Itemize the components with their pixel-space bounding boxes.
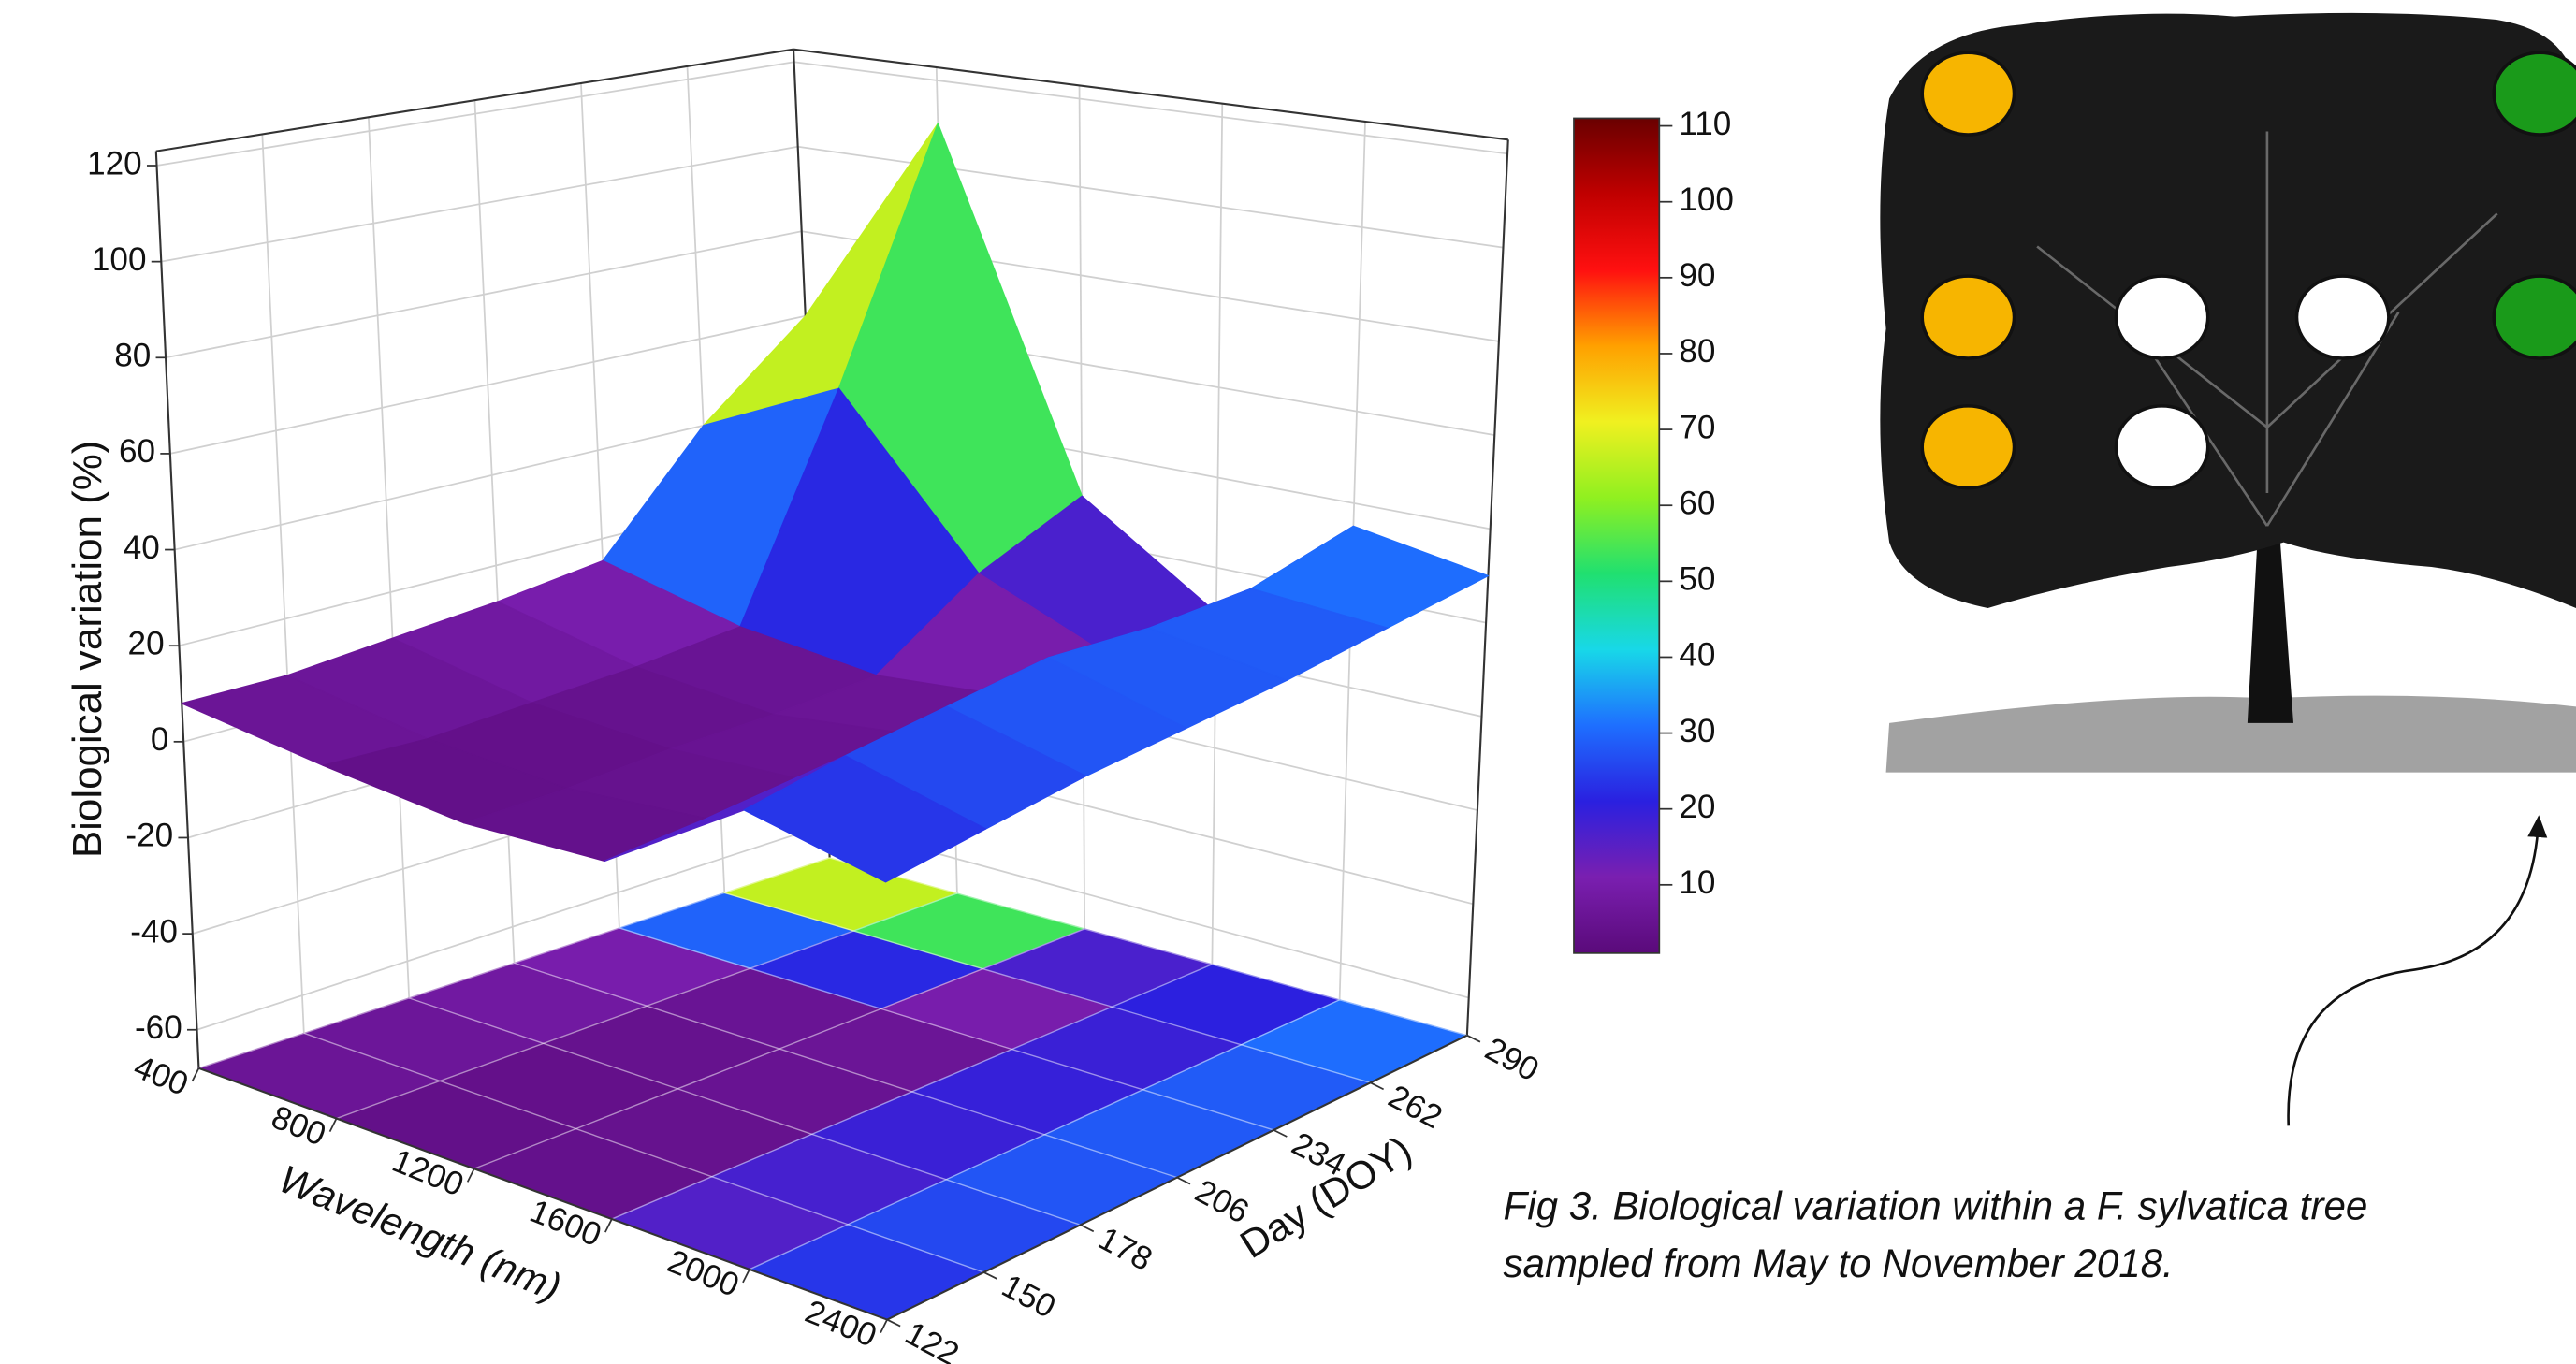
z-tick-label: 120	[87, 145, 142, 181]
grid-line	[1211, 103, 1224, 965]
arrow	[2287, 815, 2548, 1126]
y-tick-label: 150	[996, 1268, 1061, 1326]
y-tick	[1466, 1034, 1481, 1043]
axis-line	[198, 1067, 888, 1321]
x-tick	[742, 1269, 750, 1284]
y-tick-label: 290	[1479, 1031, 1545, 1089]
x-tick	[880, 1319, 888, 1334]
colorbar-tick-label: 40	[1679, 637, 1715, 674]
axis-line	[154, 151, 200, 1068]
grid-line	[514, 962, 1178, 1179]
x-tick-label: 400	[129, 1049, 194, 1103]
tree-photo	[1880, 12, 2576, 773]
grid-line	[793, 61, 1508, 155]
caption-line: sampled from May to November 2018.	[1504, 1241, 2174, 1285]
y-tick	[1273, 1129, 1288, 1138]
z-tick-label: 40	[124, 530, 160, 566]
x-tick	[191, 1067, 200, 1082]
surface-chart: -60-40-200204060801001204008001200160020…	[65, 48, 1734, 1364]
x-tick	[604, 1218, 613, 1233]
grid-line	[261, 134, 305, 1034]
y-tick	[886, 1318, 901, 1328]
z-tick-label: -20	[125, 818, 173, 854]
z-tick-label: -40	[130, 913, 178, 950]
z-tick-label: 60	[119, 433, 155, 470]
caption-line: Fig 3. Biological variation within a F. …	[1504, 1183, 2368, 1227]
y-tick	[1176, 1176, 1191, 1185]
colorbar-tick-label: 20	[1679, 789, 1715, 825]
colorbar-tick-label: 30	[1679, 713, 1715, 749]
axis-line	[1465, 139, 1509, 1036]
colorbar-tick-label: 90	[1679, 257, 1715, 294]
y-tick-label: 178	[1093, 1220, 1158, 1278]
z-tick-label: 20	[128, 625, 165, 661]
y-tick-label: 262	[1383, 1078, 1448, 1136]
grid-line	[408, 997, 1081, 1226]
y-tick	[1370, 1081, 1385, 1091]
z-tick-label: 80	[114, 338, 151, 374]
z-tick-label: 0	[151, 721, 169, 758]
axis-line	[793, 48, 1508, 141]
colorbar-tick-label: 60	[1679, 485, 1715, 521]
z-tick-label: -60	[135, 1009, 182, 1046]
grid-line	[829, 857, 1468, 1037]
colorbar-tick-label: 10	[1679, 864, 1715, 901]
colorbar-tick-label: 50	[1679, 561, 1715, 598]
colorbar-tick-label: 100	[1679, 181, 1734, 218]
grid-line	[367, 117, 411, 998]
grid-line	[303, 1032, 984, 1273]
x-tick	[466, 1168, 475, 1183]
colorbar	[1573, 117, 1661, 954]
colorbar-tick-label: 80	[1679, 333, 1715, 370]
y-tick	[1080, 1224, 1095, 1233]
x-tick	[328, 1118, 338, 1133]
surface-patch	[743, 755, 987, 883]
colorbar-tick-label: 70	[1679, 409, 1715, 445]
grid-line	[724, 892, 1371, 1083]
colorbar-tick-label: 110	[1679, 106, 1731, 142]
axis-line	[155, 48, 794, 152]
y-tick-label: 122	[899, 1314, 965, 1364]
grid-line	[619, 927, 1274, 1131]
y-tick	[983, 1271, 997, 1280]
z-tick-label: 100	[92, 241, 147, 278]
z-axis-title: Biological variation (%)	[65, 441, 110, 859]
